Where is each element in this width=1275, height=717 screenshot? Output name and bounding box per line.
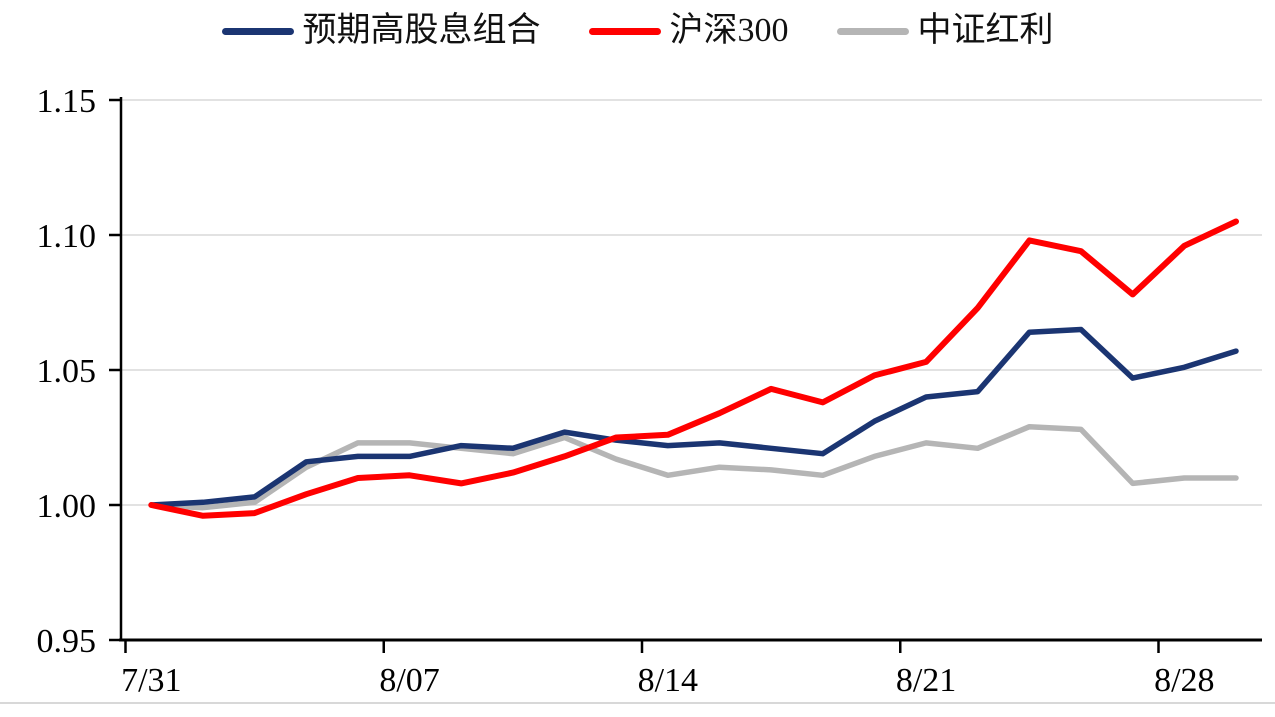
series-line-1: [148, 218, 1239, 519]
legend-line-marker: [588, 27, 661, 35]
legend-line-marker: [836, 27, 909, 35]
series-line-2: [148, 423, 1239, 511]
y-tick-label: 0.95: [37, 623, 97, 660]
series-line-0: [148, 326, 1239, 508]
legend-label: 沪深300: [669, 12, 789, 49]
legend-item: 预期高股息组合: [221, 12, 541, 49]
legend-label: 预期高股息组合: [302, 12, 541, 49]
legend-line-marker: [221, 27, 294, 35]
y-tick-label: 1.10: [37, 218, 97, 255]
y-tick-label: 1.15: [37, 83, 97, 120]
x-tick-label: 8/07: [379, 662, 439, 699]
x-tick-label: 8/14: [638, 662, 698, 699]
y-tick-label: 1.05: [37, 353, 97, 390]
legend-label: 中证红利: [917, 12, 1054, 49]
chart-legend: 预期高股息组合 沪深300 中证红利: [0, 14, 1275, 48]
legend-item: 中证红利: [836, 12, 1054, 49]
y-tick-label: 1.00: [37, 488, 97, 525]
legend-item: 沪深300: [588, 12, 789, 49]
x-tick-label: 7/31: [121, 662, 181, 699]
x-tick-label: 8/21: [896, 662, 956, 699]
x-tick-label: 8/28: [1154, 662, 1214, 699]
